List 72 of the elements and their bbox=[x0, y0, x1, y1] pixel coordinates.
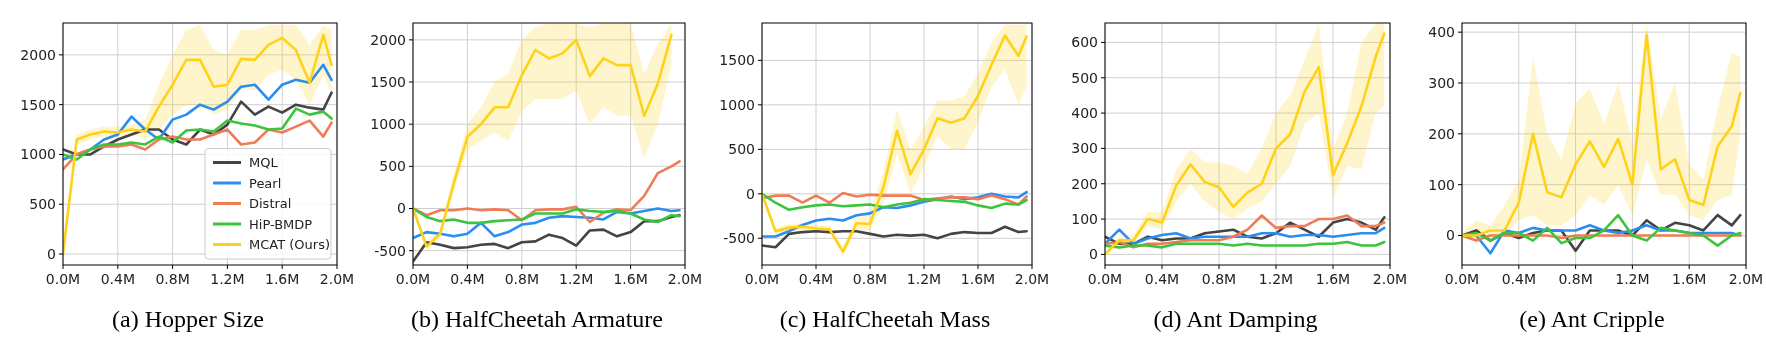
line-series bbox=[762, 225, 1028, 249]
y-tick-label: 500 bbox=[728, 141, 755, 158]
legend-label: Pearl bbox=[249, 175, 282, 191]
x-tick-label: 1.2M bbox=[559, 271, 594, 287]
y-tick-label: -500 bbox=[374, 242, 406, 259]
y-tick-label: 1500 bbox=[719, 52, 755, 69]
x-tick-label: 0.8M bbox=[155, 271, 190, 287]
x-tick-label: 0.0M bbox=[395, 271, 431, 287]
x-tick-label: 0.4M bbox=[100, 271, 135, 287]
y-tick-label: -500 bbox=[723, 230, 755, 247]
x-tick-label: 0.8M bbox=[1558, 271, 1593, 287]
y-tick-label: 1000 bbox=[20, 146, 56, 163]
legend-label: HiP-BMDP bbox=[249, 216, 313, 232]
x-tick-label: 1.6M bbox=[613, 271, 648, 287]
text: (a) Hopper Size bbox=[112, 306, 264, 332]
y-tick-label: 1500 bbox=[20, 96, 56, 113]
x-tick-label: 0.4M bbox=[1501, 271, 1536, 287]
x-tick-label: 1.2M bbox=[906, 271, 942, 287]
y-tick-label: 0 bbox=[1089, 246, 1098, 263]
x-tick-label: 1.2M bbox=[1615, 271, 1650, 287]
x-tick-label: 1.2M bbox=[1258, 271, 1294, 287]
y-tick-label: 500 bbox=[29, 196, 56, 213]
x-tick-label: 1.6M bbox=[1672, 271, 1707, 287]
text: (c) HalfCheetah Mass bbox=[779, 306, 991, 332]
x-tick-label: 2.0M bbox=[1372, 271, 1408, 287]
y-tick-label: 0 bbox=[1446, 227, 1455, 244]
y-tick-label: 400 bbox=[1428, 24, 1455, 41]
x-tick-label: 1.6M bbox=[265, 271, 300, 287]
y-tick-label: 0 bbox=[47, 245, 56, 262]
y-tick-label: 500 bbox=[1071, 69, 1098, 86]
y-tick-label: 100 bbox=[1071, 210, 1098, 227]
text: (d) Ant Damping bbox=[1153, 306, 1318, 332]
y-tick-label: 1000 bbox=[719, 96, 755, 113]
x-tick-label: 2.0M bbox=[1014, 271, 1050, 287]
y-tick-label: 1500 bbox=[370, 73, 406, 90]
y-tick-label: 1000 bbox=[370, 116, 406, 133]
x-tick-label: 2.0M bbox=[667, 271, 703, 287]
x-tick-label: 1.2M bbox=[210, 271, 245, 287]
x-tick-label: 2.0M bbox=[319, 271, 355, 287]
line-series bbox=[1105, 226, 1386, 246]
y-tick-label: 600 bbox=[1071, 34, 1098, 51]
x-tick-label: 1.6M bbox=[960, 271, 996, 287]
x-tick-label: 0.8M bbox=[1201, 271, 1237, 287]
x-tick-label: 0.4M bbox=[1144, 271, 1180, 287]
y-tick-label: 300 bbox=[1428, 74, 1455, 91]
line-series bbox=[762, 192, 1028, 212]
x-tick-label: 0.0M bbox=[1444, 271, 1480, 287]
y-tick-label: 400 bbox=[1071, 104, 1098, 121]
x-tick-label: 0.8M bbox=[852, 271, 888, 287]
y-tick-label: 300 bbox=[1071, 140, 1098, 157]
y-tick-label: 2000 bbox=[370, 31, 406, 48]
text: (b) HalfCheetah Armature bbox=[411, 306, 663, 332]
y-tick-label: 500 bbox=[379, 158, 406, 175]
x-tick-label: 0.0M bbox=[1087, 271, 1123, 287]
x-tick-label: 0.0M bbox=[744, 271, 780, 287]
legend-label: MCAT (Ours) bbox=[249, 237, 330, 253]
x-tick-label: 0.0M bbox=[45, 271, 81, 287]
y-tick-label: 0 bbox=[397, 200, 406, 217]
legend-label: MQL bbox=[249, 155, 279, 171]
x-tick-label: 2.0M bbox=[1728, 271, 1764, 287]
text: (e) Ant Cripple bbox=[1519, 306, 1665, 332]
y-tick-label: 200 bbox=[1428, 125, 1455, 142]
x-tick-label: 0.4M bbox=[798, 271, 834, 287]
legend-label: Distral bbox=[249, 196, 292, 212]
y-tick-label: 200 bbox=[1071, 175, 1098, 192]
x-tick-label: 1.6M bbox=[1315, 271, 1351, 287]
y-tick-label: 0 bbox=[746, 185, 755, 202]
y-tick-label: 2000 bbox=[20, 46, 56, 63]
x-tick-label: 0.8M bbox=[504, 271, 539, 287]
y-tick-label: 100 bbox=[1428, 176, 1455, 193]
x-tick-label: 0.4M bbox=[450, 271, 485, 287]
line-series bbox=[413, 207, 681, 225]
